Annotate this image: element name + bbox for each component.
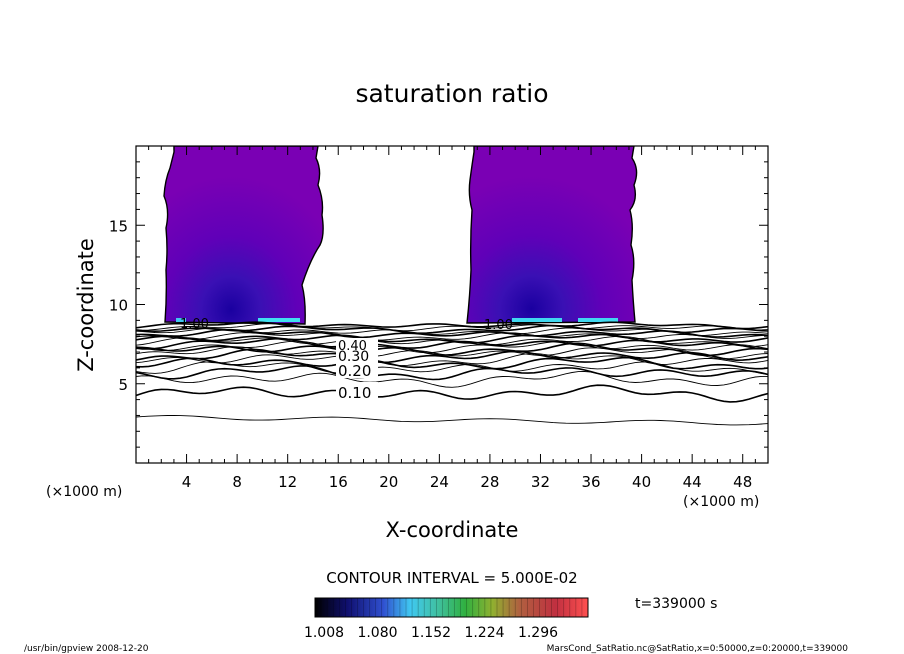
contour-line: [136, 415, 768, 426]
contour-line: [136, 348, 768, 364]
x-tick-label: 8: [232, 473, 242, 491]
x-tick-label: 28: [480, 473, 499, 491]
contour-line: [136, 361, 768, 375]
colorbar: 1.008 1.080 1.152 1.224 1.296: [304, 597, 589, 641]
contour-label-1-00-left: 1.00: [180, 317, 209, 332]
contour-line: [136, 365, 768, 381]
y-tick-label: 5: [118, 376, 128, 394]
contour-label-0-20: 0.20: [338, 362, 371, 380]
colorbar-tick-label: 1.008: [304, 625, 344, 641]
contour-line: [136, 353, 768, 367]
colorbar-tick-label: 1.080: [357, 625, 397, 641]
plot-content: 0.10 0.20 0.30 0.40 1.00 1.00: [136, 146, 768, 426]
chart-title: saturation ratio: [355, 79, 548, 108]
contour-label-0-40: 0.40: [338, 339, 367, 354]
x-tick-label: 44: [683, 473, 702, 491]
footer-right: MarsCond_SatRatio.nc@SatRatio,x=0:50000,…: [547, 644, 849, 654]
z-unit-label: (×1000 m): [46, 484, 122, 500]
x-tick-label: 20: [379, 473, 398, 491]
x-tick-labels: 4 8 12 16 20 24 28 32 36 40 44 48: [182, 473, 752, 491]
contour-line: [136, 333, 768, 344]
x-tick-label: 36: [581, 473, 600, 491]
contour-label-group: 0.10 0.20 0.30 0.40 1.00 1.00: [180, 317, 513, 402]
core-right-2: [578, 318, 618, 322]
core-right-1: [512, 318, 562, 322]
colorbar-tick-labels: 1.008 1.080 1.152 1.224 1.296: [304, 625, 558, 641]
time-label: t=339000 s: [635, 596, 717, 612]
y-axis-label: Z-coordinate: [74, 238, 98, 372]
contour-line: [136, 340, 768, 354]
x-tick-label: 48: [733, 473, 752, 491]
core-left-2: [258, 318, 300, 322]
x-tick-label: 32: [531, 473, 550, 491]
y-tick-label: 15: [109, 217, 128, 235]
colorbar-tick-label: 1.296: [518, 625, 558, 641]
contour-lines: [136, 321, 768, 426]
contour-label-0-30: 0.30: [338, 349, 369, 365]
colorbar-bands: [320, 598, 583, 617]
x-axis-label: X-coordinate: [386, 518, 519, 542]
axis-ticks: [136, 146, 768, 463]
x-tick-label: 4: [182, 473, 192, 491]
colorbar-gradient: [314, 597, 589, 618]
x-tick-label: 24: [430, 473, 449, 491]
x-unit-label: (×1000 m): [683, 494, 759, 510]
colorbar-tick-label: 1.152: [411, 625, 451, 641]
contour-line: [136, 356, 768, 370]
contour-line: [136, 371, 768, 388]
contour-line: [136, 335, 768, 347]
contour-line: [136, 332, 768, 341]
y-tick-labels: 5 10 15: [109, 217, 128, 394]
contour-line: [136, 323, 768, 332]
x-tick-label: 12: [278, 473, 297, 491]
contour-line: [136, 324, 768, 335]
footer-left: /usr/bin/gpview 2008-12-20: [24, 644, 149, 654]
contour-label-1-00-right: 1.00: [484, 318, 513, 333]
x-tick-label: 16: [329, 473, 348, 491]
colorbar-tick-label: 1.224: [464, 625, 504, 641]
plume-left: [163, 146, 324, 325]
core-left-1: [176, 318, 186, 322]
contour-label-0-10: 0.10: [338, 384, 371, 402]
plume-right: [466, 146, 638, 324]
y-tick-label: 10: [109, 297, 128, 315]
contour-line: [136, 321, 768, 330]
contour-line: [136, 342, 768, 357]
contour-interval-text: CONTOUR INTERVAL = 5.000E-02: [326, 569, 577, 587]
contour-line: [136, 384, 768, 403]
x-tick-label: 40: [632, 473, 651, 491]
